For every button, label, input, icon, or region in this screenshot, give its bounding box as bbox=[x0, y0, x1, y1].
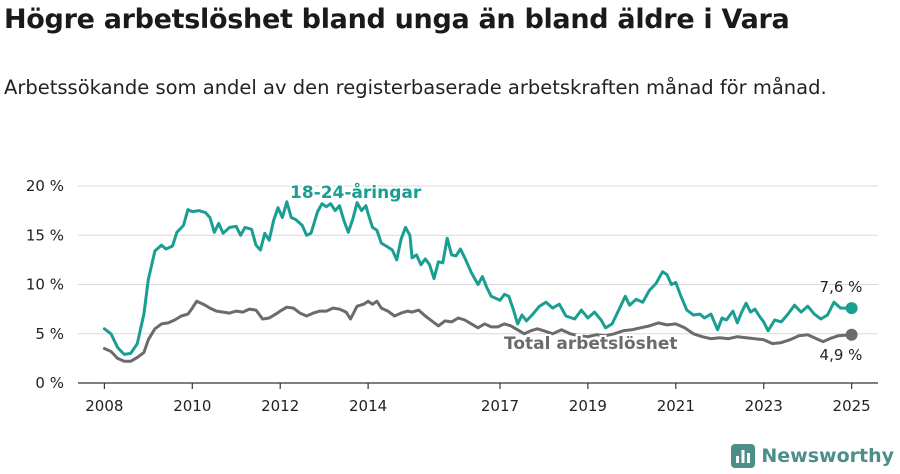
y-tick-label: 0 % bbox=[35, 374, 64, 392]
x-axis-ticks: 2008 2010 2012 2014 2017 2019 2021 2023 2025 bbox=[85, 383, 871, 415]
x-tick-label: 2017 bbox=[481, 397, 519, 415]
bar-chart-logo-icon bbox=[731, 444, 756, 468]
series-label-total: Total arbetslöshet bbox=[504, 334, 678, 354]
series-labels: 18-24-åringar Total arbetslöshet 7,6 % 4,9 … bbox=[288, 179, 863, 364]
x-tick-label: 2008 bbox=[85, 397, 123, 415]
y-axis-ticks: 0 % 5 % 10 % 15 % 20 % bbox=[26, 177, 64, 392]
chart-title: Högre arbetslöshet bland unga än bland ä… bbox=[4, 4, 790, 35]
brand-logo: Newsworthy bbox=[731, 444, 894, 468]
y-tick-label: 20 % bbox=[26, 177, 64, 195]
y-tick-label: 15 % bbox=[26, 226, 64, 244]
end-value-label-18-24: 7,6 % bbox=[820, 278, 863, 296]
y-tick-label: 5 % bbox=[35, 325, 64, 343]
x-tick-label: 2010 bbox=[173, 397, 211, 415]
series-end-dot-total bbox=[845, 328, 858, 341]
series-end-dot-18-24 bbox=[845, 302, 858, 315]
brand-name: Newsworthy bbox=[761, 445, 894, 467]
x-tick-label: 2023 bbox=[745, 397, 783, 415]
x-tick-label: 2019 bbox=[569, 397, 607, 415]
y-tick-label: 10 % bbox=[26, 276, 64, 294]
x-tick-label: 2025 bbox=[833, 397, 871, 415]
chart-subtitle: Arbetssökande som andel av den registerb… bbox=[4, 76, 827, 99]
series-label-18-24: 18-24-åringar bbox=[290, 181, 422, 203]
series-line-total bbox=[102, 299, 854, 363]
x-tick-label: 2014 bbox=[349, 397, 387, 415]
grid-lines bbox=[78, 185, 878, 384]
x-tick-label: 2021 bbox=[657, 397, 695, 415]
end-value-label-total: 4,9 % bbox=[820, 346, 863, 364]
series-line-18-24 bbox=[102, 200, 854, 356]
x-tick-label: 2012 bbox=[261, 397, 299, 415]
series-lines bbox=[102, 200, 858, 363]
